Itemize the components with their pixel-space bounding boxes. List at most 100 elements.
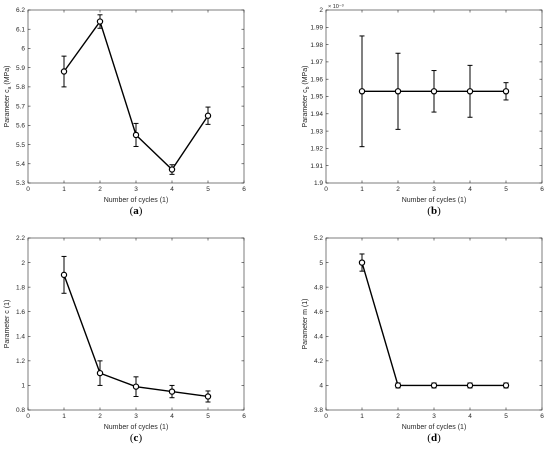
x-tick-label: 0: [324, 186, 328, 193]
data-point: [168, 166, 176, 173]
y-axis-label-unit: (MPa): [302, 66, 309, 87]
y-tick-label: 5: [319, 260, 323, 267]
x-tick-label: 0: [26, 413, 30, 420]
x-tick-label: 4: [170, 186, 174, 193]
panel-letter: a: [133, 205, 139, 217]
chart-panel-d: 0 1 2 3 4 5 6 3.8 4 4.2 4.4 4.6 4.8 5 5.2 Number of cyc…: [302, 235, 544, 444]
data-point: [394, 382, 402, 389]
x-axis-label: Number of cycles (1): [402, 424, 467, 431]
data-point: [394, 88, 402, 95]
y-tick-label: 1.99: [310, 25, 323, 32]
y-tick-label: 2: [21, 260, 25, 267]
y-tick-label: 1.92: [310, 146, 323, 153]
panel-letter: c: [134, 432, 139, 444]
y-tick-label: 5.5: [16, 142, 25, 149]
y-tick-label: 5.9: [16, 65, 25, 72]
data-point: [168, 388, 176, 395]
y-tick-label: 1.6: [16, 309, 25, 316]
y-tick-label: 5.8: [16, 84, 25, 91]
data-point: [466, 382, 474, 389]
x-tick-label: 2: [396, 413, 400, 420]
y-tick-label: 1.9: [314, 180, 323, 187]
chart-panel-c: 0 1 2 3 4 5 6 0.8 1 1.2 1.4 1.6 1.8 2 2.2 Number of cyc…: [4, 235, 246, 444]
x-tick-label: 5: [206, 186, 210, 193]
plot-frame: [27, 9, 245, 184]
y-axis-label-main: Parameter c (1): [4, 300, 11, 349]
series-line: [63, 19, 209, 171]
panel-label: (b): [427, 205, 441, 217]
x-tick-label: 3: [134, 186, 138, 193]
y-tick-label: 1.4: [16, 333, 25, 340]
chart-panel-a: 0 1 2 3 4 5 6 5.3 5.4 5.5 5.6 5.7 5.8 5.9 6 6.1 6.2 Numbe…: [4, 7, 246, 217]
data-point: [132, 131, 140, 139]
x-tick-label: 4: [170, 413, 174, 420]
y-tick-label: 4.8: [314, 284, 323, 291]
x-tick-label: 2: [98, 186, 102, 193]
x-tick-label: 5: [504, 186, 508, 193]
y-axis-label-subscript: a: [7, 86, 13, 89]
y-tick-label: 3.8: [314, 407, 323, 414]
x-tick-label: 1: [360, 186, 364, 193]
x-tick-label: 0: [26, 186, 30, 193]
x-tick-label: 1: [62, 413, 66, 420]
x-tick-label: 5: [504, 413, 508, 420]
y-axis-label-unit: (MPa): [4, 66, 11, 87]
x-tick-label: 4: [468, 413, 472, 420]
x-tick-label: 3: [432, 186, 436, 193]
y-tick-label: 6: [21, 46, 25, 53]
y-tick-label: 1.91: [310, 163, 323, 170]
panel-label: (d): [427, 432, 441, 444]
data-point: [96, 18, 104, 25]
chart-panel-b: 0 1 2 3 4 5 6 1.9 1.91 1.92 1.93 1.94 1.95 1.96 1.97 1.…: [302, 4, 544, 217]
x-tick-label: 3: [134, 413, 138, 420]
data-point: [502, 382, 510, 389]
y-tick-label: 1.97: [310, 59, 323, 66]
y-tick-label: 2: [319, 7, 323, 14]
y-axis-label-main: Parameter m (1): [302, 299, 309, 350]
data-point: [204, 112, 212, 119]
y-axis-label-main: Parameter c: [302, 89, 309, 128]
data-point: [96, 369, 104, 377]
y-axis-label: Parameter m (1): [302, 299, 309, 350]
y-tick-label: 5.2: [314, 235, 323, 242]
y-axis-label: Parameter cb (MPa): [302, 66, 311, 128]
data-point: [60, 68, 68, 75]
y-tick-label: 0.8: [16, 407, 25, 414]
y-tick-label: 4: [319, 383, 323, 390]
data-point: [60, 271, 68, 279]
y-tick-label: 1.8: [16, 284, 25, 291]
x-tick-label: 0: [324, 413, 328, 420]
x-tick-label: 4: [468, 186, 472, 193]
x-tick-label: 6: [242, 186, 246, 193]
data-point: [132, 383, 140, 390]
y-tick-label: 1.93: [310, 128, 323, 135]
y-tick-label: 5.6: [16, 123, 25, 130]
panel-letter: b: [431, 205, 437, 217]
y-tick-label: 5.4: [16, 161, 25, 168]
x-tick-label: 6: [540, 186, 544, 193]
data-point: [430, 382, 438, 389]
x-tick-label: 5: [206, 413, 210, 420]
x-tick-label: 2: [396, 186, 400, 193]
y-tick-label: 4.4: [314, 333, 323, 340]
x-axis-label: Number of cycles (1): [104, 424, 169, 431]
panel-label: (c): [130, 432, 143, 444]
y-axis-label-main: Parameter c: [4, 89, 11, 128]
x-tick-label: 1: [360, 413, 364, 420]
y-tick-label: 6.1: [16, 26, 25, 33]
data-point: [466, 88, 474, 95]
y-tick-label: 1.96: [310, 76, 323, 83]
data-point: [502, 88, 510, 95]
y-axis-label: Parameter ca (MPa): [4, 66, 13, 128]
y-tick-label: 1.94: [310, 111, 323, 118]
y-axis-label-subscript: b: [305, 86, 311, 89]
panel-letter: d: [431, 432, 437, 444]
y-tick-label: 4.6: [314, 309, 323, 316]
y-tick-label: 1: [21, 383, 25, 390]
series-line: [361, 262, 506, 387]
y-tick-label: 1.98: [310, 42, 323, 49]
y-tick-label: 1.2: [16, 358, 25, 365]
y-tick-label: 5.3: [16, 180, 25, 187]
y-tick-label: 6.2: [16, 7, 25, 14]
